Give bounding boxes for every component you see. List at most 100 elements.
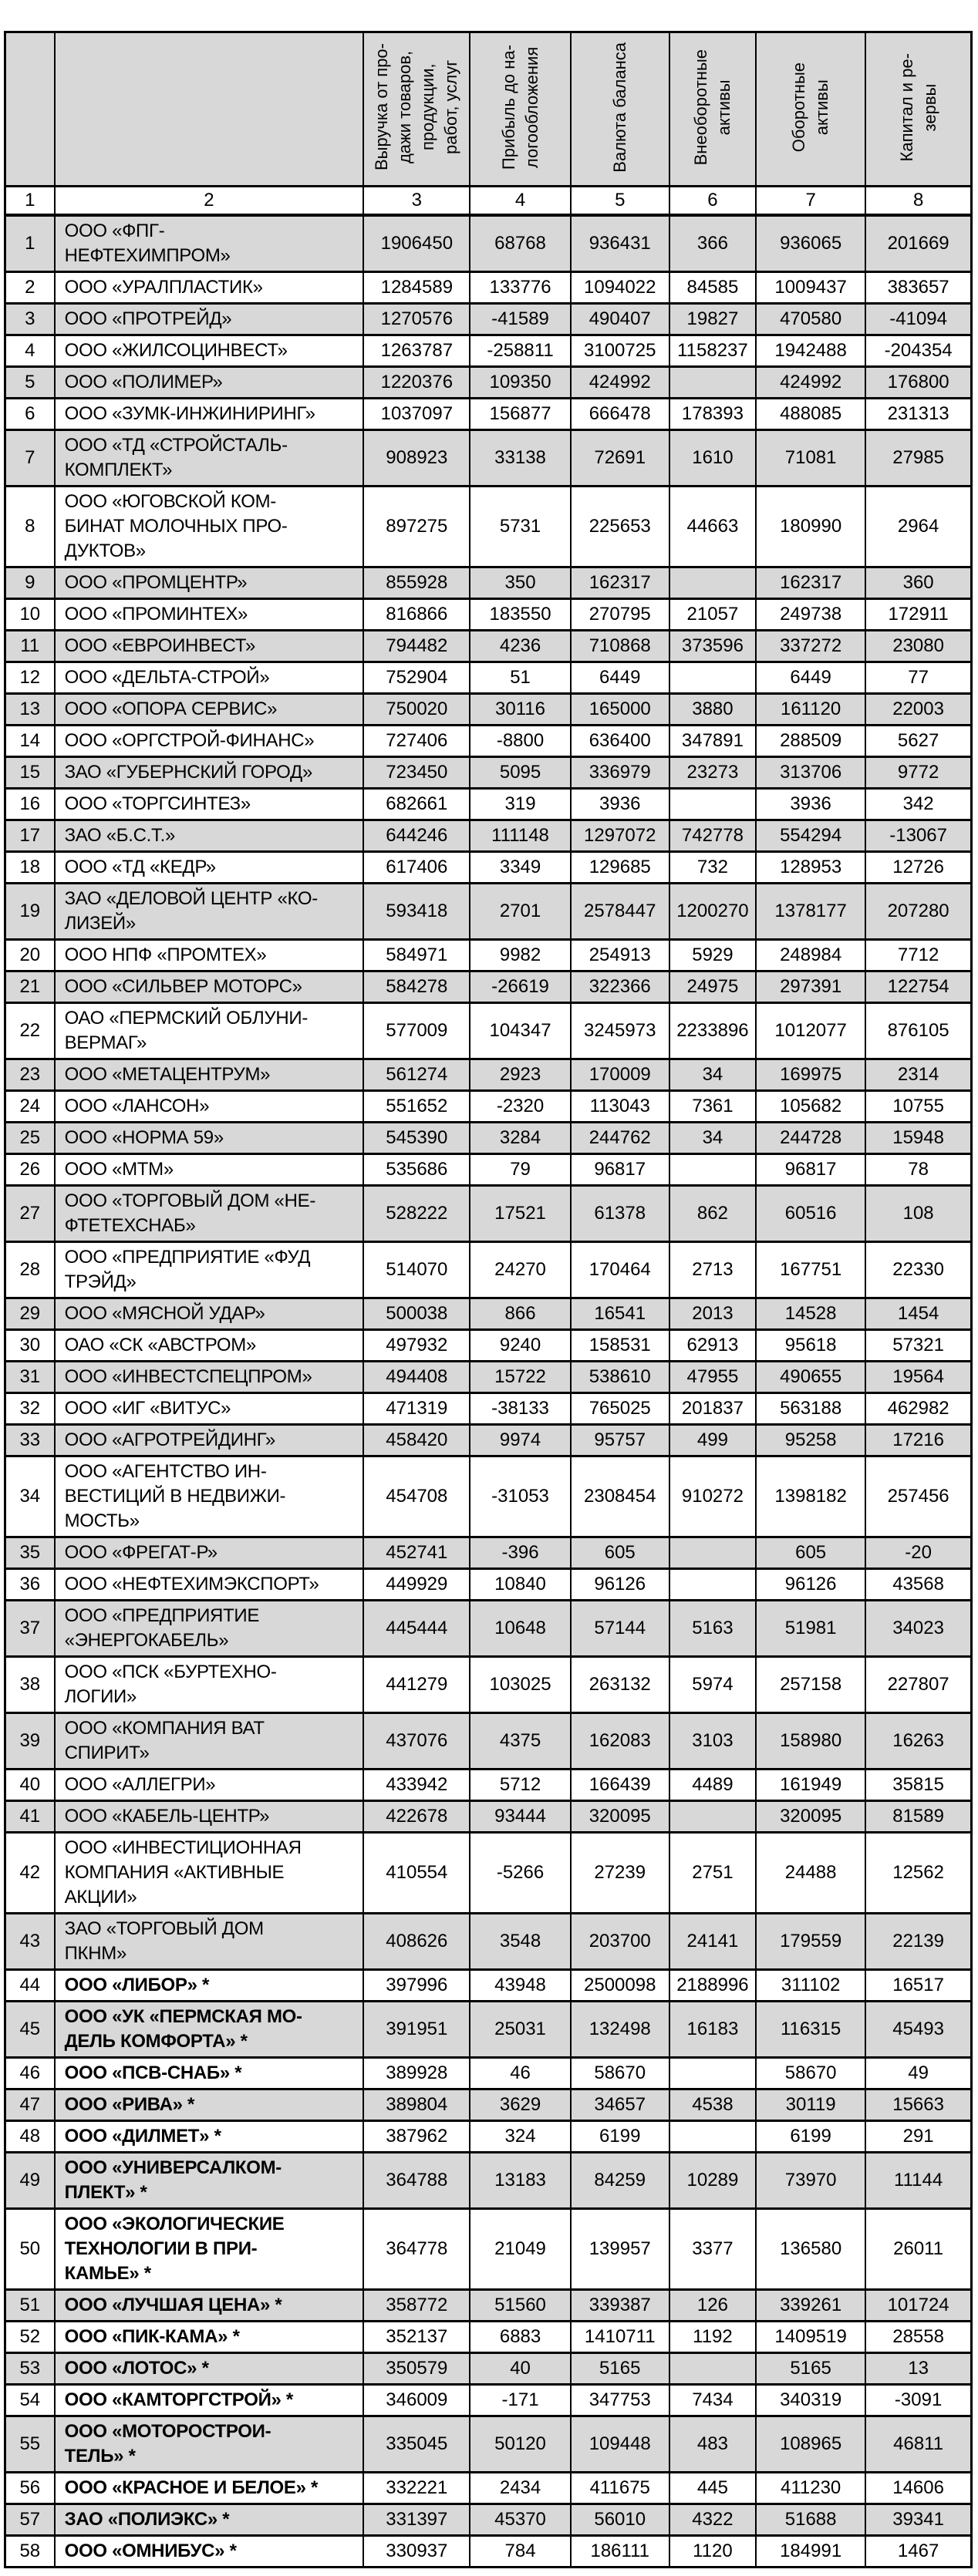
table-row-5: 5 ООО «ПОЛИМЕР» 1220376 109350 424992 424992 1… [4,365,973,399]
value-cell-profit: -258811 [469,334,572,368]
value-cell-revenue: 471319 [363,1392,471,1426]
rank-cell: 34 [4,1455,56,1538]
value-cell-profit: 93444 [469,1800,572,1834]
value-cell-revenue: 584278 [363,970,471,1004]
value-cell-balance: 1094022 [569,271,670,305]
value-cell-noncurrent-assets [668,1800,757,1834]
value-cell-capital: -204354 [865,334,973,368]
value-cell-revenue: 346009 [363,2383,471,2417]
rank-cell: 35 [4,1536,56,1570]
value-cell-revenue: 454708 [363,1455,471,1538]
table-row-52: 52 ООО «ПИК-КАМА» * 352137 6883 1410711 1192 1… [4,2320,973,2354]
value-cell-balance: 27239 [569,1831,670,1914]
rank-cell: 56 [4,2471,56,2505]
value-cell-current-assets: 340319 [755,2383,867,2417]
table-row-30: 30 ОАО «СК «АВСТРОМ» 497932 9240 158531 62913… [4,1328,973,1362]
value-cell-revenue: 330937 [363,2534,471,2568]
company-name-cell: ООО «ПСК «БУРТЕХНО- ЛОГИИ» [53,1655,365,1714]
header-cell-balance: Валюта баланса [569,31,670,187]
table-row-9: 9 ООО «ПРОМЦЕНТР» 855928 350 162317 162317 360 [4,566,973,600]
value-cell-profit: 2434 [469,2471,572,2505]
company-name-cell: ОАО «ПЕРМСКИЙ ОБЛУНИ- ВЕРМАГ» [53,1002,365,1060]
value-cell-capital: 176800 [865,365,973,399]
value-cell-profit: 40 [469,2352,572,2386]
value-cell-noncurrent-assets: 5163 [668,1599,757,1658]
value-cell-revenue: 528222 [363,1184,471,1243]
value-cell-capital: 35815 [865,1768,973,1802]
value-cell-noncurrent-assets: 3103 [668,1712,757,1770]
value-cell-profit: 9974 [469,1423,572,1457]
table-row-36: 36 ООО «НЕФТЕХИМЭКСПОРТ» 449929 10840 96126 9… [4,1567,973,1601]
value-cell-current-assets: 14528 [755,1297,867,1331]
value-cell-profit: 24270 [469,1241,572,1299]
value-cell-profit: 866 [469,1297,572,1331]
value-cell-balance: 61378 [569,1184,670,1243]
column-index-3: 3 [363,185,471,217]
value-cell-profit: 324 [469,2120,572,2153]
value-cell-revenue: 577009 [363,1002,471,1060]
value-cell-revenue: 332221 [363,2471,471,2505]
value-cell-balance: 605 [569,1536,670,1570]
value-cell-capital: -41094 [865,302,973,336]
value-cell-current-assets: 554294 [755,819,867,853]
company-name-cell: ООО «ОПОРА СЕРВИС» [53,692,365,726]
rank-cell: 14 [4,724,56,758]
company-name-cell: ООО «ТД «КЕДР» [53,850,365,884]
value-cell-current-assets: 161949 [755,1768,867,1802]
rank-cell: 44 [4,1968,56,2002]
value-cell-capital: 15948 [865,1121,973,1155]
value-cell-capital: 43568 [865,1567,973,1601]
company-name-cell: ООО НПФ «ПРОМТЕХ» [53,938,365,972]
value-cell-balance: 96126 [569,1567,670,1601]
table-row-26: 26 ООО «МТМ» 535686 79 96817 96817 78 [4,1153,973,1187]
value-cell-noncurrent-assets: 7434 [668,2383,757,2417]
table-row-23: 23 ООО «МЕТАЦЕНТРУМ» 561274 2923 170009 34 169… [4,1058,973,1092]
rank-cell: 21 [4,970,56,1004]
value-cell-profit: 15722 [469,1360,572,1394]
table-row-6: 6 ООО «ЗУМК-ИНЖИНИРИНГ» 1037097 156877 66647… [4,397,973,431]
value-cell-revenue: 422678 [363,1800,471,1834]
value-cell-capital: 257456 [865,1455,973,1538]
value-cell-balance: 84259 [569,2151,670,2210]
table-header: Выручка от про- дажи товаров, продукции,… [4,31,973,217]
value-cell-balance: 58670 [569,2056,670,2090]
value-cell-noncurrent-assets: 862 [668,1184,757,1243]
rank-cell: 3 [4,302,56,336]
value-cell-profit: 3349 [469,850,572,884]
value-cell-balance: 538610 [569,1360,670,1394]
value-cell-revenue: 364788 [363,2151,471,2210]
rank-cell: 12 [4,661,56,695]
value-cell-profit: 133776 [469,271,572,305]
value-cell-revenue: 682661 [363,787,471,821]
rank-cell: 22 [4,1002,56,1060]
column-index-8: 8 [865,185,973,217]
company-name-cell: ООО «ЖИЛСОЦИНВЕСТ» [53,334,365,368]
value-cell-current-assets: 158980 [755,1712,867,1770]
value-cell-current-assets: 136580 [755,2207,867,2291]
value-cell-current-assets: 248984 [755,938,867,972]
value-cell-revenue: 387962 [363,2120,471,2153]
rank-cell: 29 [4,1297,56,1331]
value-cell-noncurrent-assets: 2751 [668,1831,757,1914]
company-name-cell: ООО «ПРОТРЕЙД» [53,302,365,336]
table-row-32: 32 ООО «ИГ «ВИТУС» 471319 -38133 765025 20183… [4,1392,973,1426]
value-cell-capital: 81589 [865,1800,973,1834]
value-cell-current-assets: 1409519 [755,2320,867,2354]
value-cell-balance: 339387 [569,2288,670,2322]
table-row-41: 41 ООО «КАБЕЛЬ-ЦЕНТР» 422678 93444 320095 320… [4,1800,973,1834]
value-cell-current-assets: 180990 [755,485,867,568]
value-cell-current-assets: 73970 [755,2151,867,2210]
value-cell-current-assets: 128953 [755,850,867,884]
value-cell-capital: 46811 [865,2415,973,2473]
value-cell-profit: 9240 [469,1328,572,1362]
value-cell-profit: -171 [469,2383,572,2417]
header-cell-capital: Капитал и ре- зервы [865,31,973,187]
rank-cell: 32 [4,1392,56,1426]
value-cell-revenue: 494408 [363,1360,471,1394]
table-row-49: 49 ООО «УНИВЕРСАЛКОМ- ПЛЕКТ» * 364788 13183… [4,2151,973,2210]
company-name-cell: ООО «МЯСНОЙ УДАР» [53,1297,365,1331]
header-cell-rank [4,31,56,187]
header-cell-company [53,31,365,187]
value-cell-noncurrent-assets [668,566,757,600]
